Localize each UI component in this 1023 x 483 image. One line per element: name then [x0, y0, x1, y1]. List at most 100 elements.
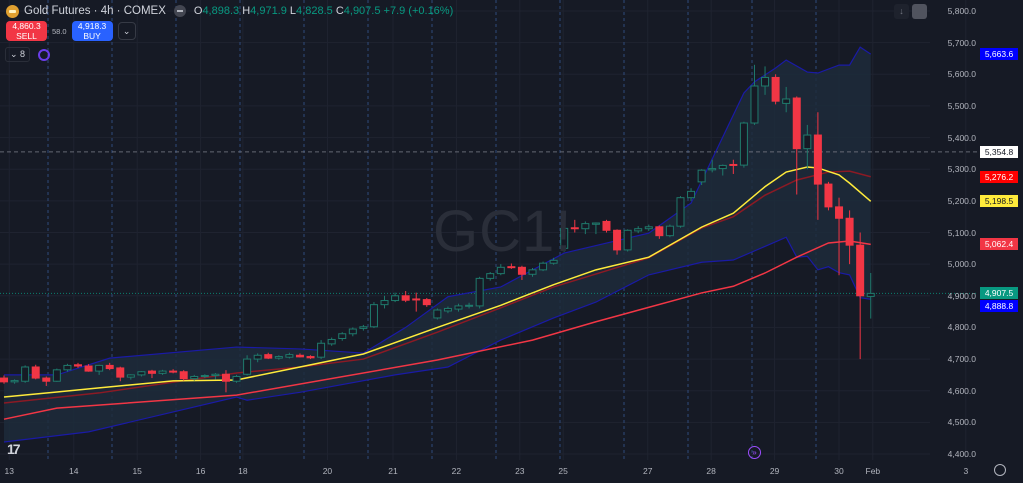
candle-down: [147, 370, 156, 374]
candle-up: [137, 371, 146, 376]
candle-down: [613, 229, 622, 251]
candle-down: [845, 217, 854, 246]
upper-band-line: [4, 46, 872, 376]
time-tick-label: 18: [238, 466, 248, 476]
high-value: 4,971.9: [250, 5, 287, 17]
candle-up: [475, 277, 484, 307]
close-value: 4,907.5: [343, 5, 381, 17]
candle-down: [856, 244, 865, 297]
high-label: H: [242, 5, 251, 17]
price-tick-label: 5,400.0: [947, 132, 976, 143]
price-tag: 5,354.8: [980, 145, 1018, 158]
lower-band-line: [3, 236, 871, 443]
candle-up: [665, 225, 674, 237]
candle-up: [496, 266, 505, 275]
time-tick-label: 16: [195, 466, 206, 476]
symbol-header: Gold Futures · 4h · COMEX O4,898.3 H4,97…: [6, 3, 453, 19]
candle-down: [412, 298, 421, 301]
indicator-count: 8: [20, 49, 26, 59]
candle-up: [718, 164, 727, 170]
candle-up: [465, 304, 474, 307]
symbol-title[interactable]: Gold Futures · 4h · COMEX: [24, 5, 166, 17]
price-tick-label: 4,900.0: [947, 290, 976, 301]
candle-down: [0, 377, 8, 383]
time-tick-label: 27: [642, 466, 653, 476]
candle-up: [560, 227, 569, 249]
candle-down: [570, 227, 579, 230]
candle-up: [348, 328, 357, 335]
spread-value: 58.0: [52, 26, 67, 36]
open-value: 4,898.3: [202, 5, 240, 17]
sell-button[interactable]: 4,860.3 SELL: [6, 21, 47, 41]
collapse-icon[interactable]: [173, 5, 186, 17]
candle-down: [116, 367, 125, 378]
candle-up: [158, 370, 167, 374]
time-tick-label: 29: [769, 466, 780, 476]
candle-up: [95, 364, 104, 372]
loading-icon: [38, 48, 51, 61]
candle-up: [644, 226, 653, 230]
time-tick-label: 21: [388, 466, 398, 476]
price-tick-label: 4,400.0: [947, 449, 976, 459]
candle-down: [507, 266, 516, 269]
candle-up: [10, 380, 19, 383]
candle-down: [295, 354, 304, 358]
price-tag: 4,888.8: [980, 300, 1018, 313]
tradingview-logo[interactable]: 17: [7, 441, 21, 457]
candle-up: [327, 338, 336, 345]
candle-up: [359, 326, 368, 329]
chevron-down-icon: ⌄: [10, 49, 21, 59]
time-tick-label: 28: [706, 466, 716, 476]
settings-icon[interactable]: [994, 464, 1006, 476]
price-tag: 4,907.5: [980, 287, 1018, 300]
indicators-toggle[interactable]: ⌄ 8: [5, 47, 31, 62]
candle-up: [697, 169, 706, 183]
indicators-bar: ⌄ 8: [5, 47, 51, 62]
candle-up: [63, 364, 72, 371]
go-to-realtime-icon[interactable]: »: [748, 446, 761, 459]
candle-up: [486, 273, 495, 279]
fullscreen-icon[interactable]: [912, 4, 927, 19]
time-tick-label: Feb: [865, 466, 881, 476]
price-tick-label: 4,600.0: [947, 385, 976, 396]
symbol-watermark: GC1!: [433, 199, 573, 264]
candle-up: [211, 373, 220, 377]
candle-down: [221, 373, 230, 382]
candle-down: [517, 266, 526, 275]
time-tick-label: 14: [69, 466, 79, 476]
candle-down: [179, 371, 188, 380]
price-tag: 5,062.4: [980, 238, 1018, 251]
price-tick-label: 5,600.0: [947, 69, 976, 80]
buy-button[interactable]: 4,918.3 BUY: [71, 21, 113, 41]
close-label: C: [335, 5, 344, 17]
time-tick-label: 23: [515, 466, 525, 476]
candle-up: [21, 366, 30, 382]
price-tick-label: 5,100.0: [947, 227, 976, 238]
candle-up: [581, 223, 590, 230]
sma-line: [3, 240, 871, 420]
candle-down: [771, 76, 780, 102]
candle-up: [623, 229, 632, 251]
buy-label: BUY: [83, 30, 101, 41]
candle-up: [190, 375, 199, 380]
scroll-down-icon[interactable]: ↓: [894, 4, 909, 19]
time-tick-label: 13: [4, 466, 15, 476]
price-tick-label: 4,500.0: [947, 417, 976, 428]
candle-down: [835, 206, 844, 219]
candle-up: [866, 292, 875, 297]
price-tick-label: 5,500.0: [947, 100, 976, 111]
time-tick-label: 3: [963, 466, 969, 476]
candle-down: [31, 366, 40, 379]
candle-up: [761, 76, 770, 87]
candle-up: [687, 190, 696, 199]
candle-up: [243, 358, 252, 375]
time-tick-label: 22: [451, 466, 462, 476]
candle-up: [391, 295, 400, 302]
candle-up: [708, 168, 717, 171]
trade-dropdown-button[interactable]: ⌄: [117, 22, 136, 40]
candle-up: [591, 222, 600, 225]
candle-down: [824, 183, 833, 208]
candle-up: [803, 134, 812, 150]
candle-up: [317, 342, 326, 358]
